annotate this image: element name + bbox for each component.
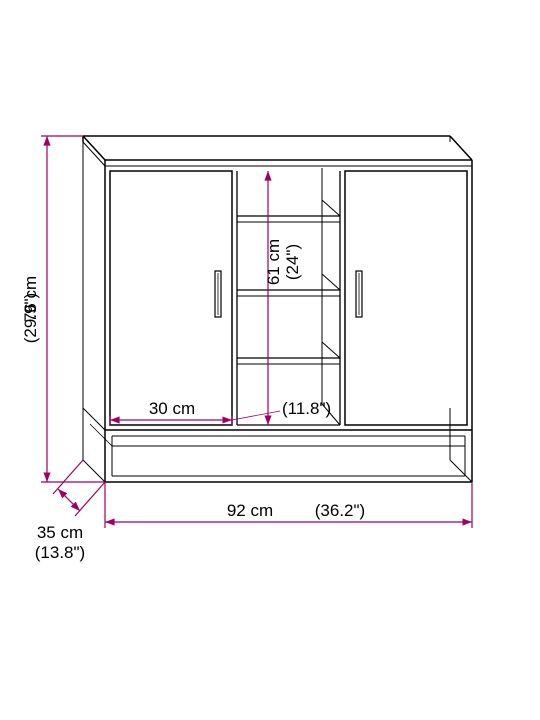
dim-inner-height-in: (24") [283,244,302,280]
dim-height: 76 cm (29.9") [21,136,105,482]
dim-width-cm: 92 cm [227,501,273,520]
dim-width-in: (36.2") [315,501,365,520]
dim-door-width-in: (11.8") [282,399,331,418]
middle-shelves [237,168,340,425]
dim-door-width: 30 cm (11.8") [110,399,331,425]
cabinet-diagram: 76 cm (29.9") 61 cm (24") 30 cm (11.8") … [0,0,540,720]
dim-height-in: (29.9") [21,293,40,343]
dim-inner-height-cm: 61 cm [264,239,283,285]
dim-depth-in: (13.8") [35,543,85,562]
dim-door-width-cm: 30 cm [149,399,195,418]
dim-depth-cm: 35 cm [37,523,83,542]
dim-depth: 35 cm (13.8") [35,460,105,562]
dim-inner-height: 61 cm (24") [264,171,302,425]
dim-width: 92 cm (36.2") [105,482,472,528]
right-door [345,171,467,425]
base-frame [83,408,472,482]
cabinet-top [83,136,472,166]
left-door [110,171,232,425]
